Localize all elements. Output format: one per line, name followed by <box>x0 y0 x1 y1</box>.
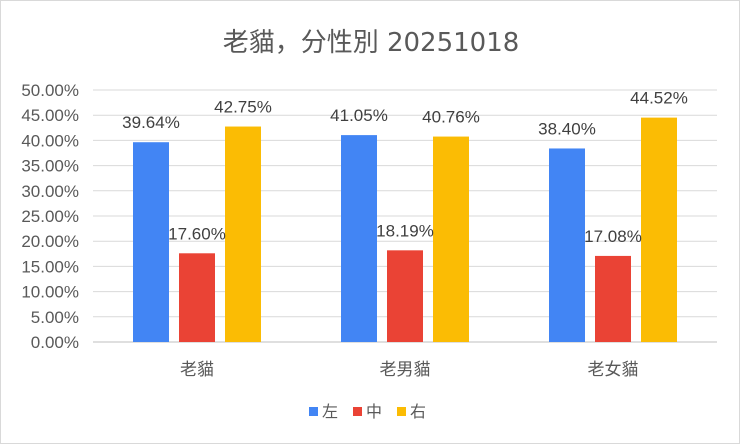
y-tick-label: 25.00% <box>21 207 79 226</box>
y-tick-label: 30.00% <box>21 182 79 201</box>
data-label: 39.64% <box>122 113 180 132</box>
x-category-label: 老女貓 <box>588 360 639 380</box>
data-label: 17.08% <box>584 227 642 246</box>
legend-label: 右 <box>410 402 426 421</box>
bar-中-老男貓 <box>387 250 423 342</box>
y-tick-label: 50.00% <box>21 81 79 100</box>
bars <box>133 117 677 342</box>
y-tick-label: 10.00% <box>21 283 79 302</box>
y-tick-label: 45.00% <box>21 106 79 125</box>
data-label: 38.40% <box>538 119 596 138</box>
legend-label: 中 <box>366 402 382 421</box>
x-category-label: 老貓 <box>180 360 214 380</box>
bar-右-老女貓 <box>641 117 677 342</box>
y-tick-label: 40.00% <box>21 131 79 150</box>
data-labels: 39.64% 17.60% 42.75% 41.05% 18.19% 40.76% 38.4… <box>122 89 688 246</box>
y-tick-label: 5.00% <box>31 308 79 327</box>
y-tick-label: 35.00% <box>21 157 79 176</box>
data-label: 44.52% <box>630 89 688 108</box>
data-label: 18.19% <box>376 221 434 240</box>
legend: 左中右 <box>309 402 426 421</box>
chart-title: 老貓，分性別 20251018 <box>223 28 520 58</box>
bar-右-老貓 <box>225 126 261 342</box>
legend-swatch <box>397 407 406 416</box>
bar-左-老女貓 <box>549 148 585 342</box>
legend-label: 左 <box>322 402 338 421</box>
x-category-label: 老男貓 <box>380 360 431 380</box>
legend-swatch <box>309 407 318 416</box>
data-label: 42.75% <box>214 98 272 117</box>
legend-swatch <box>353 407 362 416</box>
y-tick-label: 0.00% <box>31 333 79 352</box>
bar-右-老男貓 <box>433 136 469 342</box>
x-axis-categories: 老貓 老男貓 老女貓 <box>180 360 639 380</box>
y-axis-ticks: 0.00% 5.00% 10.00% 15.00% 20.00% 25.00% 30.00%… <box>21 81 79 352</box>
bar-中-老女貓 <box>595 255 631 342</box>
y-tick-label: 15.00% <box>21 257 79 276</box>
y-tick-label: 20.00% <box>21 232 79 251</box>
bar-中-老貓 <box>179 253 215 342</box>
data-label: 17.60% <box>168 224 226 243</box>
data-label: 40.76% <box>422 108 480 127</box>
data-label: 41.05% <box>330 106 388 125</box>
bar-左-老貓 <box>133 142 169 342</box>
bar-左-老男貓 <box>341 135 377 342</box>
